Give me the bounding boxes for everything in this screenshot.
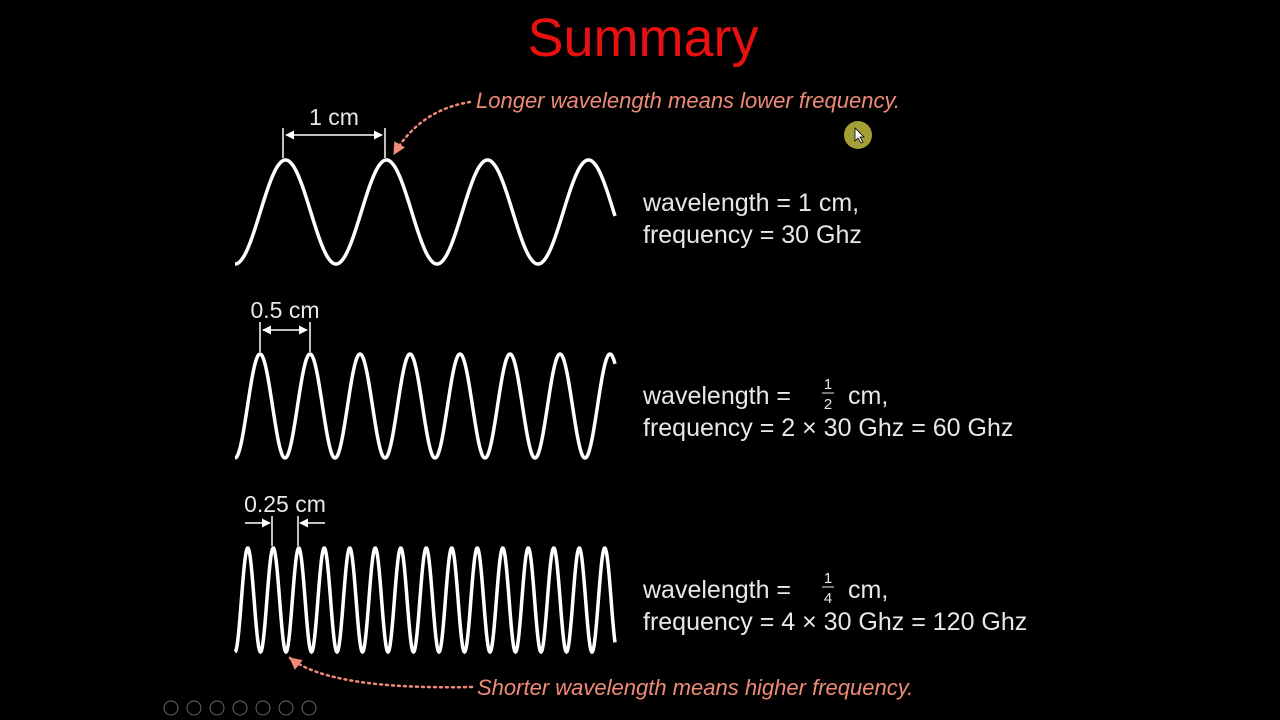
more-button[interactable] [301,700,317,716]
prev-button[interactable] [163,700,179,716]
annotation-arrow [392,100,472,156]
next-button[interactable] [186,700,202,716]
wave [234,352,617,460]
dimension-label: 0.25 cm [244,491,326,517]
cursor [854,127,865,144]
dimension-label: 1 cm [309,104,359,130]
wavelength-text: wavelength = 1 cm, [642,189,859,217]
wave [233,546,617,655]
fraction-numerator: 1 [824,376,832,393]
annotation: Longer wavelength means lower frequency. [476,88,900,113]
wavelength-unit: cm, [848,576,888,604]
wavelength-text: wavelength = [642,382,791,410]
annotation-arrow [288,656,474,689]
annotation: Shorter wavelength means higher frequenc… [477,675,913,700]
slide-title: Summary [527,8,758,68]
frequency-text: frequency = 4 × 30 Ghz = 120 Ghz [643,608,1027,636]
dimension-label: 0.5 cm [250,297,319,323]
wavelength-text: wavelength = [642,576,791,604]
pen-button[interactable] [209,700,225,716]
screen-button[interactable] [278,700,294,716]
slides-button[interactable] [232,700,248,716]
frequency-text: frequency = 2 × 30 Ghz = 60 Ghz [643,414,1013,442]
slideshow-controls [163,700,317,716]
wavelength-unit: cm, [848,382,888,410]
fraction-denominator: 2 [824,396,832,413]
fraction-denominator: 4 [824,590,832,607]
fraction-numerator: 1 [824,570,832,587]
zoom-button[interactable] [255,700,271,716]
wave [235,158,617,266]
frequency-text: frequency = 30 Ghz [643,221,862,249]
